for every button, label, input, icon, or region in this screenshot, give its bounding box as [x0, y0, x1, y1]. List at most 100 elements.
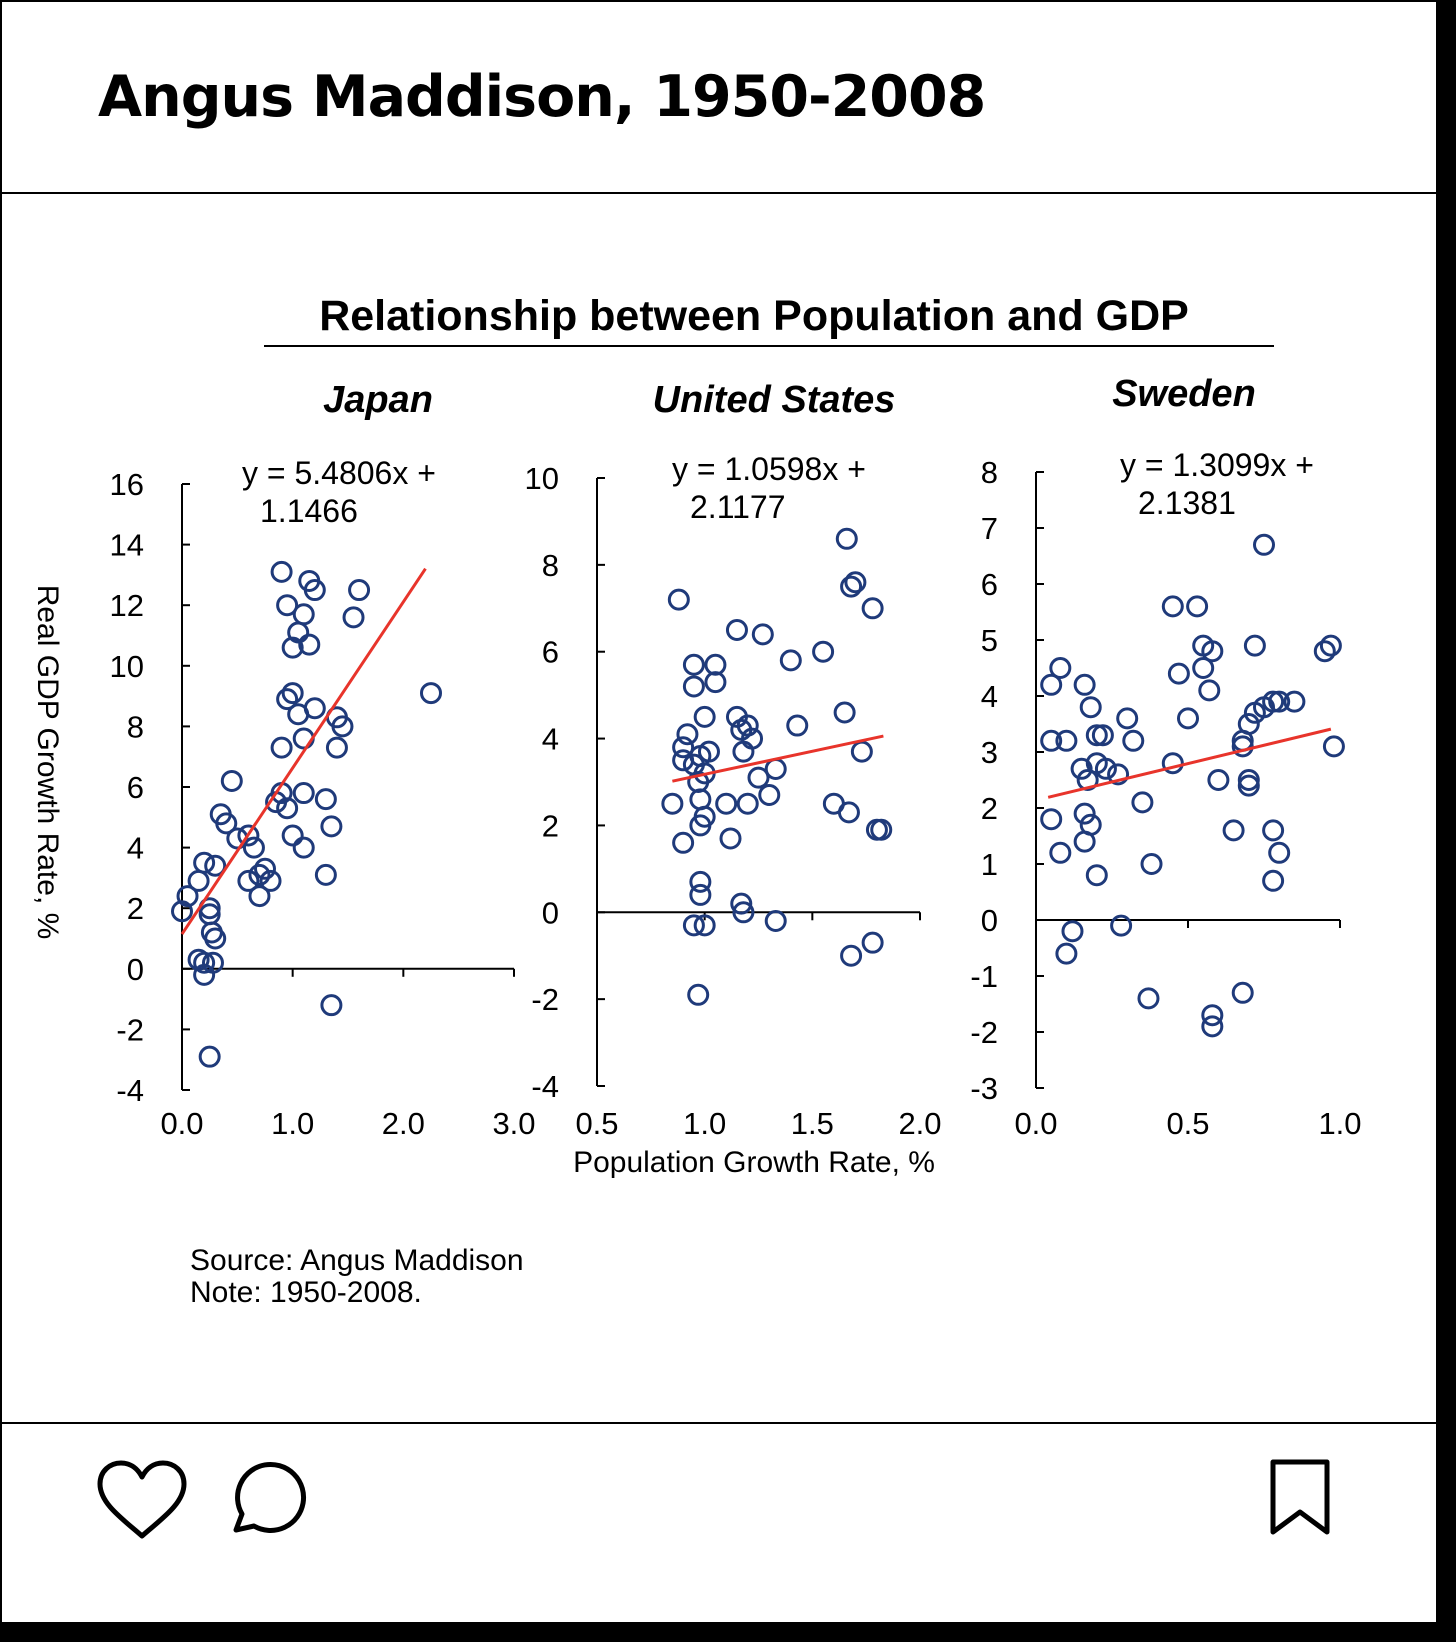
data-point: [193, 851, 216, 874]
data-point: [840, 944, 863, 967]
data-point: [292, 782, 315, 805]
data-point: [850, 740, 873, 763]
data-point: [220, 769, 243, 792]
data-point: [689, 814, 712, 837]
y-tick-label: -1: [970, 959, 998, 994]
data-point: [1073, 830, 1096, 853]
data-point: [786, 714, 809, 737]
data-point: [348, 579, 371, 602]
panel-title: Japan: [323, 379, 433, 421]
data-point: [1073, 673, 1096, 696]
data-point: [270, 736, 293, 759]
data-point: [719, 827, 742, 850]
data-point: [833, 701, 856, 724]
data-point: [736, 714, 759, 737]
panel-title: Sweden: [1112, 373, 1256, 415]
equation-line: 1.1466: [260, 493, 358, 529]
data-point: [259, 869, 282, 892]
data-point: [779, 649, 802, 672]
y-tick-label: 6: [542, 635, 559, 670]
data-point: [254, 857, 276, 880]
data-point: [1237, 774, 1260, 797]
data-point: [325, 736, 348, 759]
data-point: [1110, 914, 1133, 937]
data-point: [1137, 987, 1160, 1010]
data-point: [1076, 769, 1099, 791]
data-point: [1107, 763, 1130, 786]
data-point: [314, 788, 337, 811]
y-tick-label: 6: [981, 567, 998, 602]
data-point: [1040, 673, 1063, 696]
data-point: [667, 588, 690, 611]
equation-line: y = 1.0598x +: [672, 451, 866, 487]
trend-line: [672, 734, 884, 783]
x-tick-label: 0.5: [575, 1106, 618, 1141]
data-point: [281, 824, 304, 847]
data-point: [835, 527, 858, 550]
data-point: [303, 579, 326, 602]
data-point: [751, 623, 774, 646]
y-tick-label: -2: [970, 1015, 998, 1050]
y-tick-label: 6: [127, 770, 144, 805]
data-point: [730, 892, 753, 915]
date-note: Note: 1950-2008.: [190, 1276, 422, 1309]
y-tick-label: 12: [110, 588, 144, 623]
data-point: [747, 766, 770, 789]
data-point: [187, 869, 210, 892]
data-point: [1201, 1004, 1224, 1027]
data-point: [204, 854, 227, 877]
data-point: [1040, 808, 1063, 831]
data-point: [1237, 713, 1260, 735]
data-point: [171, 900, 193, 923]
data-point: [276, 797, 299, 820]
data-point: [741, 727, 764, 750]
y-tick-label: 0: [127, 952, 144, 987]
data-point: [281, 636, 304, 659]
data-point: [287, 703, 310, 726]
trend-line: [180, 567, 427, 935]
y-tick-label: -3: [970, 1071, 998, 1106]
y-tick-label: -2: [116, 1012, 144, 1047]
post-card: Angus Maddison, 1950-2008 Relationship b…: [0, 0, 1438, 1624]
data-point: [1049, 841, 1072, 864]
data-point: [1192, 657, 1215, 679]
data-point: [1222, 819, 1245, 842]
x-tick-label: 0.0: [160, 1106, 203, 1141]
data-point: [1262, 819, 1285, 842]
equation-line: 2.1177: [690, 489, 786, 525]
data-point: [1079, 696, 1102, 719]
data-point: [204, 927, 227, 950]
x-tick-label: 1.0: [271, 1106, 314, 1141]
data-point: [248, 885, 271, 908]
data-point: [276, 688, 299, 711]
data-point: [331, 715, 354, 738]
comment-bubble-icon[interactable]: [224, 1460, 308, 1542]
y-tick-label: 14: [110, 528, 144, 563]
data-point: [248, 863, 271, 886]
data-point: [276, 594, 299, 617]
data-point: [693, 705, 716, 728]
panel-title: United States: [653, 379, 896, 421]
x-tick-label: 0.0: [1014, 1106, 1057, 1141]
bookmark-icon[interactable]: [1268, 1458, 1332, 1538]
data-point: [1283, 690, 1306, 713]
data-point: [715, 792, 738, 815]
y-tick-label: -4: [531, 1069, 559, 1104]
y-tick-label: 10: [110, 649, 144, 684]
heart-icon[interactable]: [96, 1460, 188, 1542]
data-point: [320, 815, 343, 838]
population-gdp-chart: Relationship between Population and GDP …: [31, 292, 1362, 1309]
data-point: [1085, 724, 1108, 747]
data-point: [1116, 707, 1139, 730]
chart-title: Relationship between Population and GDP: [319, 292, 1189, 340]
y-tick-label: 5: [981, 623, 998, 658]
data-point: [237, 824, 260, 847]
x-tick-label: 1.5: [791, 1106, 834, 1141]
data-point: [758, 784, 781, 807]
data-point: [672, 831, 695, 854]
y-tick-label: 7: [981, 511, 998, 546]
y-tick-label: 4: [981, 679, 998, 714]
x-tick-label: 3.0: [492, 1106, 535, 1141]
y-tick-label: 1: [981, 847, 998, 882]
data-point: [736, 792, 759, 815]
